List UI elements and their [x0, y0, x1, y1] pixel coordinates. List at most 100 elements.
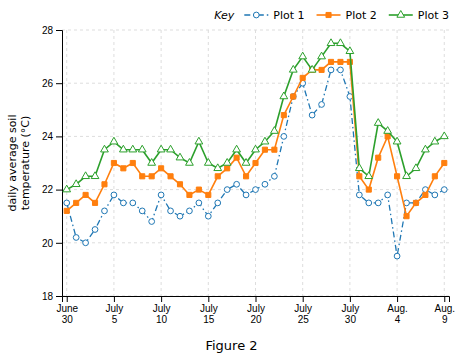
data-point — [119, 145, 127, 152]
data-point — [338, 67, 344, 73]
data-point — [234, 181, 240, 187]
y-axis-title: daily average soiltemperature (°C) — [6, 115, 32, 212]
text-line: July — [106, 303, 124, 314]
y-tick-mark — [56, 30, 62, 31]
text-line: 4 — [395, 314, 401, 325]
data-point — [138, 145, 146, 152]
x-tick: July20 — [247, 296, 265, 325]
data-point — [244, 174, 249, 179]
y-tick-mark — [56, 83, 62, 84]
data-point — [281, 113, 286, 118]
data-point — [253, 160, 258, 165]
y-tick: 22 — [42, 184, 62, 195]
data-point — [130, 160, 135, 165]
data-point — [82, 172, 90, 179]
data-point — [120, 200, 126, 206]
data-point — [356, 192, 362, 198]
data-point — [413, 200, 418, 205]
data-point — [319, 67, 324, 72]
legend-item: Plot 1 — [244, 9, 304, 22]
data-point — [186, 159, 194, 166]
data-point — [280, 92, 288, 99]
data-point — [309, 112, 315, 118]
legend: KeyPlot 1Plot 2Plot 3 — [214, 9, 449, 22]
data-point — [319, 102, 325, 108]
chart-title: Figure 2 — [205, 338, 257, 353]
data-point — [440, 132, 448, 139]
data-point — [300, 75, 305, 80]
data-point — [242, 159, 250, 166]
data-point — [92, 227, 98, 233]
data-point — [412, 164, 420, 171]
text-line: 9 — [442, 314, 448, 325]
data-point — [337, 39, 345, 46]
text-line: 20 — [250, 314, 262, 325]
plot: June30July5July10July15July20July25July3… — [42, 25, 455, 325]
data-point — [384, 127, 392, 134]
data-point — [83, 192, 88, 197]
data-point — [215, 174, 220, 179]
data-point — [91, 172, 99, 179]
y-tick-mark — [56, 296, 62, 297]
data-point — [366, 187, 371, 192]
data-point — [195, 137, 203, 144]
grid — [62, 30, 449, 296]
data-point — [225, 166, 230, 171]
data-point — [83, 240, 89, 246]
x-tick-label: July5 — [106, 303, 124, 325]
x-tick-mark — [161, 296, 162, 302]
data-point — [431, 137, 439, 144]
text-line: July — [341, 303, 359, 314]
data-point — [224, 187, 230, 193]
x-tick-label: July20 — [247, 303, 265, 325]
y-tick-mark — [56, 243, 62, 244]
x-axis-line — [63, 297, 450, 303]
data-point — [102, 182, 107, 187]
data-point — [204, 159, 212, 166]
y-tick-label: 20 — [42, 238, 54, 249]
data-point — [139, 208, 145, 214]
data-point — [215, 200, 221, 206]
text-line: Aug. — [434, 303, 455, 314]
data-point — [442, 160, 447, 165]
data-point — [441, 187, 447, 193]
data-point — [177, 213, 183, 219]
data-point — [355, 164, 363, 171]
x-axis: June30July5July10July15July20July25July3… — [56, 296, 455, 325]
data-point — [102, 208, 108, 214]
data-point — [423, 192, 428, 197]
data-point — [111, 192, 117, 198]
x-tick-mark — [67, 296, 68, 302]
x-tick: July30 — [341, 296, 359, 325]
legend-title: Key — [214, 9, 235, 22]
chart: June30July5July10July15July20July25July3… — [0, 0, 463, 356]
y-axis: 182022242628 — [42, 25, 63, 302]
data-point — [328, 67, 334, 73]
grid-line — [62, 83, 449, 84]
text-line: 10 — [156, 314, 168, 325]
legend-item: Plot 2 — [317, 9, 377, 22]
data-point — [110, 137, 118, 144]
text-line: July — [200, 303, 218, 314]
data-point — [149, 219, 155, 225]
y-tick: 20 — [42, 238, 62, 249]
data-point — [206, 192, 211, 197]
text-line: temperature (°C) — [19, 116, 32, 210]
data-point — [393, 137, 401, 144]
data-point — [223, 159, 231, 166]
data-point — [168, 174, 173, 179]
data-point — [233, 145, 241, 152]
y-tick-label: 24 — [42, 131, 54, 142]
text-line: 15 — [203, 314, 215, 325]
grid-line — [62, 136, 449, 137]
x-tick-label: July15 — [200, 303, 218, 325]
legend-swatch-marker — [397, 11, 405, 18]
data-point — [243, 192, 249, 198]
x-tick-mark — [256, 296, 257, 302]
legend-label: Plot 1 — [273, 9, 304, 22]
series-line — [67, 70, 445, 256]
legend-swatch-marker — [326, 12, 331, 17]
data-point — [63, 185, 71, 192]
data-point — [148, 159, 156, 166]
y-tick-mark — [56, 190, 62, 191]
